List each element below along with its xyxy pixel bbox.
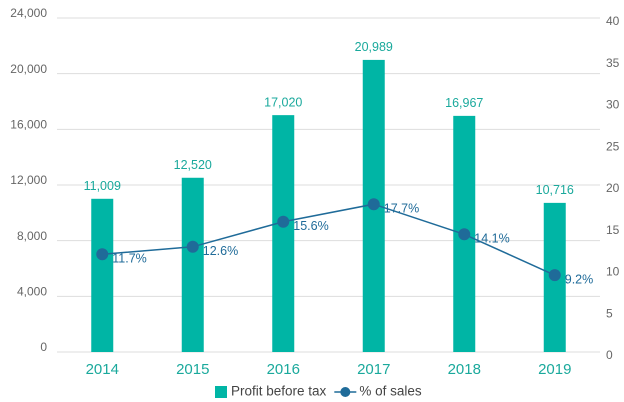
line (102, 203, 556, 276)
bar (91, 198, 114, 352)
legend-dot (340, 387, 351, 397)
bar-label: 17,020 (264, 95, 302, 109)
y-tick-label: 0 (40, 340, 47, 354)
y2-tick-label: 35 (606, 56, 620, 70)
x-tick-label: 2019 (538, 361, 571, 378)
line-point (548, 269, 561, 282)
bar-label: 11,009 (84, 179, 121, 193)
bar-label: 12,520 (174, 158, 212, 172)
line-point (277, 215, 290, 228)
line-label: 11.7% (112, 252, 147, 266)
y2-tick-label: 20 (606, 181, 620, 195)
x-tick-label: 2014 (86, 361, 119, 378)
line-label: 9.2% (565, 272, 594, 286)
line-point (458, 228, 471, 241)
legend-label: Profit before tax (231, 384, 327, 399)
x-tick-label: 2016 (267, 361, 300, 378)
legend-label: % of sales (359, 384, 422, 399)
bar-label: 20,989 (355, 40, 393, 54)
y-tick-label: 4,000 (17, 285, 47, 299)
y-tick-label: 20,000 (10, 62, 47, 76)
line-point (367, 198, 380, 211)
line-label: 12.6% (203, 244, 238, 258)
bar (181, 177, 204, 352)
y2-tick-label: 40 (606, 14, 620, 28)
y2-tick-label: 0 (606, 348, 613, 362)
y-tick-label: 8,000 (17, 229, 47, 243)
line-point (186, 240, 199, 253)
line-point (96, 248, 109, 261)
bar-label: 16,967 (445, 96, 483, 110)
x-tick-label: 2018 (448, 361, 481, 378)
y2-tick-label: 25 (606, 139, 620, 153)
line-label: 15.6% (293, 219, 328, 233)
y2-tick-label: 30 (606, 98, 620, 112)
y2-tick-label: 5 (606, 306, 613, 320)
x-tick-label: 2015 (176, 361, 209, 378)
y2-tick-label: 10 (606, 265, 620, 279)
line-label: 17.7% (384, 202, 419, 216)
x-tick-label: 2017 (357, 361, 390, 378)
y-tick-label: 16,000 (10, 118, 47, 132)
y2-tick-label: 15 (606, 223, 620, 237)
bar-label: 10,716 (536, 183, 574, 197)
y-tick-label: 24,000 (10, 6, 47, 20)
bar (272, 115, 295, 352)
legend-swatch (215, 386, 227, 398)
line-label: 14.1% (474, 232, 509, 246)
y-tick-label: 12,000 (10, 173, 47, 187)
